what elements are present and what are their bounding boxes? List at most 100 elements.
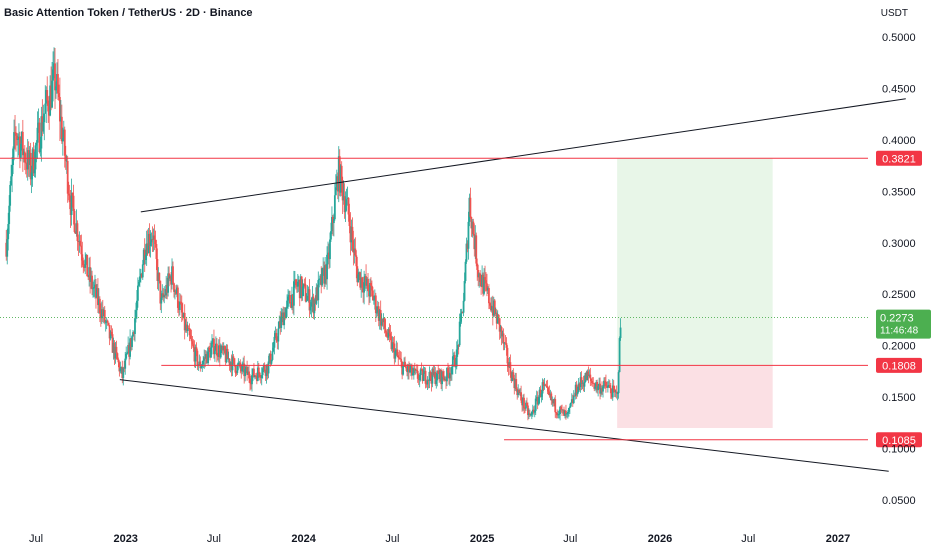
candle-body [337,156,340,192]
candle-body [475,235,478,264]
candle-body [248,371,250,379]
candle-body [108,325,111,339]
candle-body [189,335,192,339]
candle-body [583,381,586,387]
candle-body [607,385,610,386]
x-tick-label: Jul [563,533,577,545]
candle-body [575,384,578,395]
candle-body [498,318,501,332]
candle-body [148,233,151,246]
candle-body [364,276,366,283]
candle-body [408,365,410,372]
candle-body [394,350,397,359]
candle-body [609,387,612,394]
candle-body [252,368,254,376]
candle-body [95,284,97,298]
candle-body [541,382,544,394]
candle-body [236,364,239,373]
candle-body [472,221,475,235]
candle-body [314,299,317,304]
candle-body [350,226,353,243]
candle-body [593,383,596,389]
candle-body [377,306,380,321]
candle-body [521,400,523,406]
candle-body [283,312,286,326]
candle-body [128,345,131,357]
candle-body [61,137,64,142]
candle-body [57,74,59,94]
candle-body [574,384,577,396]
candle-body [360,277,363,288]
candle-body [471,221,474,229]
candle-body [48,111,51,116]
candle-body [184,324,187,331]
candle-body [432,368,435,376]
candle-body [503,342,506,344]
candle-body [409,369,411,372]
candle-body [340,165,343,181]
candle-body [465,243,468,262]
candle-body [580,377,583,384]
candle-body [379,310,382,326]
candle-body [511,372,514,381]
candle-body [305,300,308,302]
candle-body [295,285,298,287]
candle-body [560,406,562,410]
candle-body [485,280,487,284]
candle-body [154,239,157,245]
current-price-label: 0.2273 [880,313,914,325]
candle-body [275,333,278,341]
candle-body [311,296,314,303]
candle-body [196,350,199,367]
candle-body [259,377,262,379]
candle-body [338,156,341,193]
candle-body [234,365,237,373]
candle-body [157,272,160,281]
candle-body [65,160,68,162]
candle-body [211,342,213,348]
candle-body [105,320,108,323]
candle-body [401,361,404,375]
candle-body [96,288,98,298]
trendline-1 [140,98,906,213]
candle-body [468,197,471,222]
candle-body [488,288,490,304]
candle-body [272,347,275,352]
candle-body [529,414,532,416]
candle-body [598,383,601,387]
candle-body [480,282,483,287]
x-tick-label: Jul [29,533,43,545]
candle-body [456,344,459,350]
candle-body [91,275,93,290]
candle-body [535,396,538,399]
candle-body [400,358,403,362]
candle-body [344,205,347,213]
candle-body [242,363,245,365]
candle-body [191,341,194,345]
candle-body [297,279,300,282]
candle-body [60,116,63,142]
candle-body [342,196,345,201]
candle-body [229,362,232,366]
candle-body [25,163,28,170]
candle-body [175,290,177,294]
candle-body [605,381,607,387]
candle-body [348,214,351,227]
trendline-2 [119,379,889,472]
candle-body [116,353,119,360]
candle-body [355,255,358,267]
candle-body [406,368,408,373]
candle-body [513,377,516,389]
candle-body [619,327,622,339]
candle-body [395,349,398,351]
candle-body [333,195,336,220]
candle-body [309,306,312,311]
candle-body [491,306,494,316]
candle-body [572,395,575,404]
candle-body [310,302,313,307]
candle-body [37,122,40,128]
candle-body [374,295,377,314]
candle-body [476,263,479,270]
